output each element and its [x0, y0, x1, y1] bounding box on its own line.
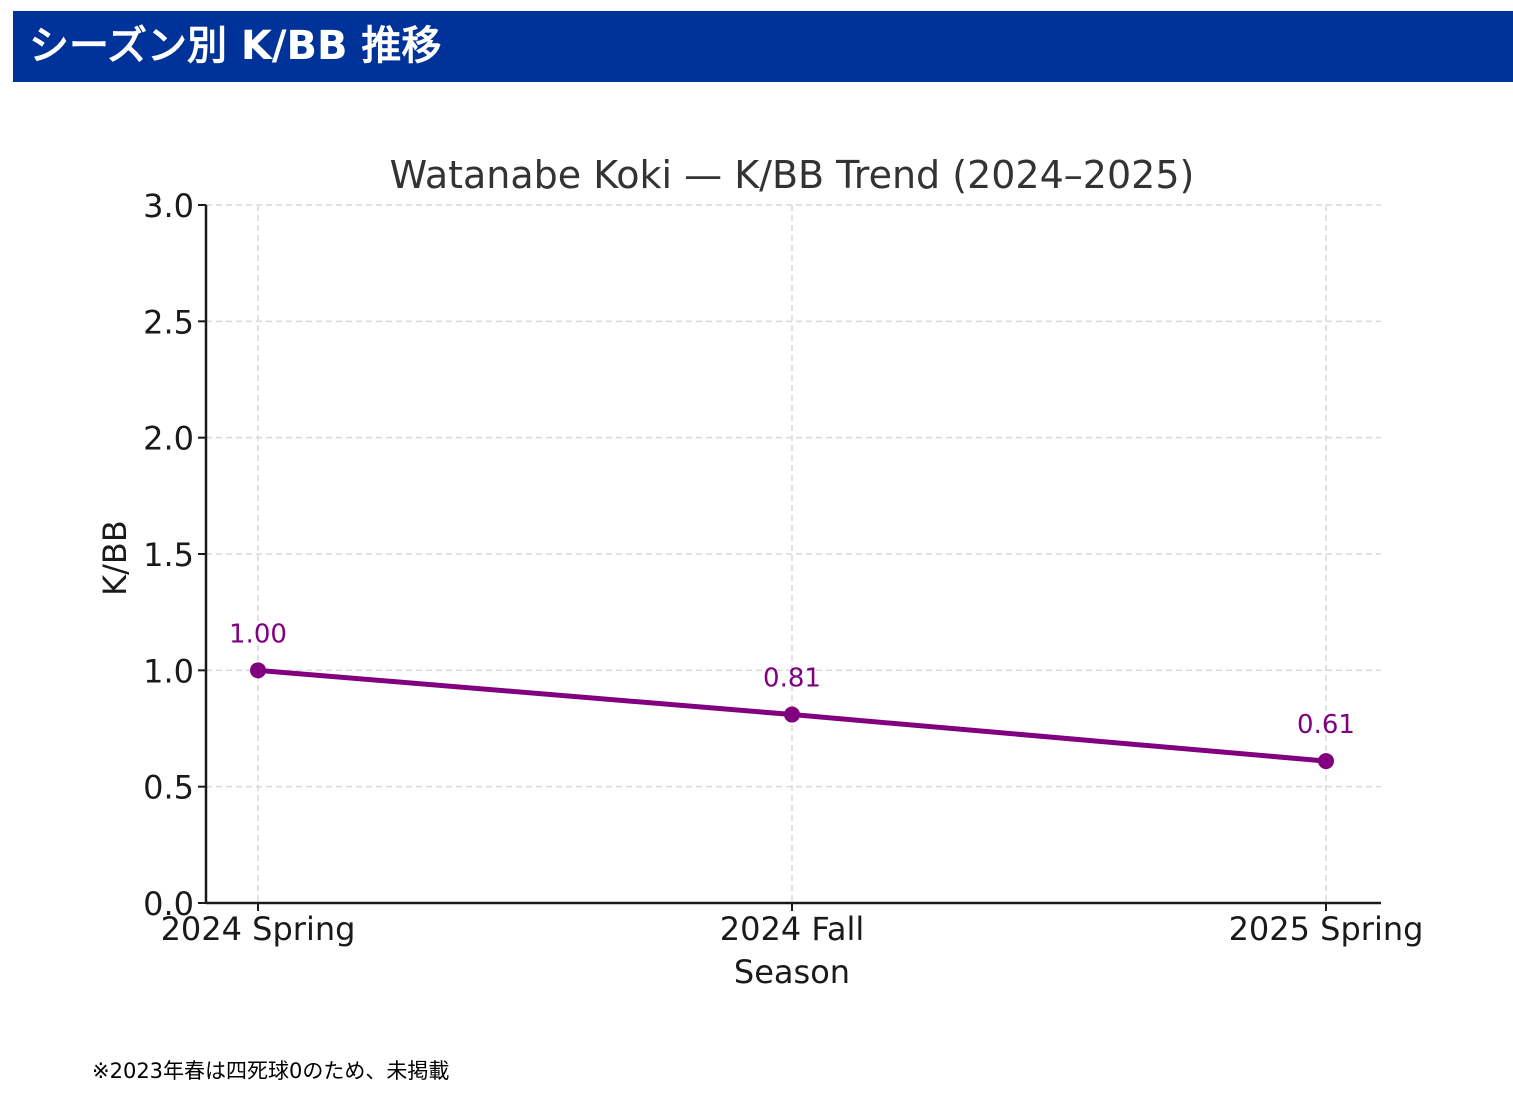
axes — [198, 204, 1381, 911]
header-bar: シーズン別 K/BB 推移 — [13, 11, 1513, 82]
y-tick-label: 0.0 — [143, 885, 194, 923]
data-labels: 1.00 0.81 0.61 — [229, 619, 1355, 740]
data-point — [1318, 753, 1334, 770]
y-tick-label: 1.0 — [143, 652, 194, 690]
chart-title: Watanabe Koki — K/BB Trend (2024–2025) — [390, 153, 1195, 197]
y-tick-label: 3.0 — [143, 187, 194, 225]
y-axis-label: K/BB — [96, 520, 134, 596]
data-label: 0.61 — [1297, 710, 1355, 740]
y-tick-label: 2.0 — [143, 420, 194, 458]
footnote: ※2023年春は四死球0のため、未掲載 — [92, 1059, 450, 1083]
x-tick-label: 2025 Spring — [1229, 910, 1424, 948]
data-label: 1.00 — [229, 619, 287, 649]
page-title: シーズン別 K/BB 推移 — [29, 23, 442, 69]
x-tick-labels: 2024 Spring 2024 Fall 2025 Spring — [161, 910, 1424, 948]
data-point — [784, 706, 800, 723]
x-tick-label: 2024 Spring — [161, 910, 356, 948]
y-tick-label: 1.5 — [143, 536, 194, 574]
y-tick-labels: 0.0 0.5 1.0 1.5 2.0 2.5 3.0 — [143, 187, 194, 923]
y-tick-label: 0.5 — [143, 769, 194, 807]
x-tick-label: 2024 Fall — [720, 910, 864, 948]
data-points — [250, 662, 1334, 770]
data-label: 0.81 — [763, 664, 821, 694]
data-point — [250, 662, 266, 679]
grid-lines — [206, 204, 1381, 903]
y-tick-label: 2.5 — [143, 303, 194, 341]
x-axis-label: Season — [734, 953, 850, 991]
